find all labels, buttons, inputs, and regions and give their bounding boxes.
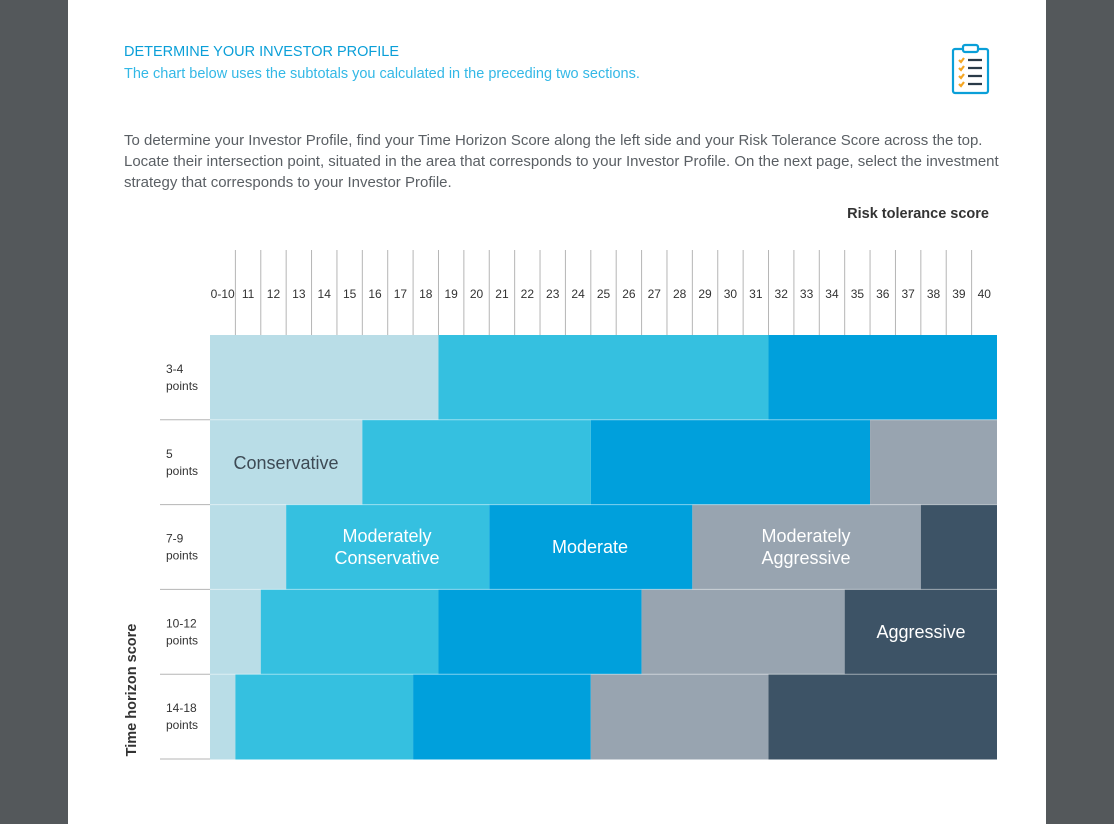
profile-region xyxy=(641,589,845,675)
clipboard-icon xyxy=(951,43,990,95)
profile-region xyxy=(210,504,287,590)
column-label: 18 xyxy=(419,287,433,301)
profile-region xyxy=(590,674,769,760)
row-axis-label: Time horizon score xyxy=(124,624,140,757)
profile-region xyxy=(768,674,997,760)
column-label: 32 xyxy=(775,287,789,301)
column-label: 25 xyxy=(597,287,611,301)
profile-region xyxy=(210,335,439,421)
intro-text: To determine your Investor Profile, find… xyxy=(124,132,999,191)
profile-region xyxy=(692,504,921,590)
column-label: 33 xyxy=(800,287,814,301)
column-label: 24 xyxy=(571,287,585,301)
profile-region xyxy=(210,674,236,760)
column-label: 13 xyxy=(292,287,306,301)
profile-region xyxy=(286,504,490,590)
profile-label: Moderate xyxy=(552,537,628,557)
column-label: 38 xyxy=(927,287,941,301)
profile-label: Conservative xyxy=(334,548,439,568)
column-label: 17 xyxy=(394,287,408,301)
profile-region xyxy=(590,419,871,506)
column-label: 20 xyxy=(470,287,484,301)
column-label: 11 xyxy=(242,287,255,301)
profile-region xyxy=(413,674,591,760)
profile-label: Aggressive xyxy=(761,548,850,568)
column-label: 14 xyxy=(318,287,332,301)
profile-region xyxy=(844,589,997,675)
row-unit: points xyxy=(166,379,198,393)
profile-region xyxy=(489,504,693,590)
profile-label: Moderately xyxy=(342,526,431,546)
column-label: 35 xyxy=(851,287,865,301)
profile-region xyxy=(260,589,439,675)
column-axis-label: Risk tolerance score xyxy=(847,206,989,222)
profile-region xyxy=(438,589,642,675)
column-label: 37 xyxy=(901,287,915,301)
row-unit: points xyxy=(166,633,198,647)
column-label: 27 xyxy=(648,287,662,301)
profile-region xyxy=(920,504,997,590)
column-label: 16 xyxy=(368,287,382,301)
column-label: 31 xyxy=(749,287,763,301)
profile-label: Aggressive xyxy=(876,622,965,642)
column-label: 12 xyxy=(267,287,281,301)
profile-region xyxy=(210,419,363,506)
row-score: 14-18 xyxy=(166,701,197,715)
row-unit: points xyxy=(166,718,198,732)
profile-region xyxy=(210,589,261,675)
title: DETERMINE YOUR INVESTOR PROFILE xyxy=(124,44,400,60)
column-label: 40 xyxy=(978,287,992,301)
profile-label: Moderately xyxy=(761,526,850,546)
row-score: 3-4 xyxy=(166,362,184,376)
column-label: 15 xyxy=(343,287,357,301)
column-label: 0-10 xyxy=(211,287,235,301)
column-label: 21 xyxy=(495,287,509,301)
row-score: 10-12 xyxy=(166,616,197,630)
row-score: 5 xyxy=(166,447,173,461)
column-label: 34 xyxy=(825,287,839,301)
profile-region xyxy=(362,419,591,506)
column-label: 28 xyxy=(673,287,687,301)
column-label: 39 xyxy=(952,287,966,301)
row-score: 7-9 xyxy=(166,532,184,546)
column-label: 36 xyxy=(876,287,890,301)
profile-region xyxy=(870,419,997,506)
subtitle: The chart below uses the subtotals you c… xyxy=(124,66,640,82)
column-label: 26 xyxy=(622,287,636,301)
profile-region xyxy=(438,335,769,421)
column-label: 30 xyxy=(724,287,738,301)
column-label: 29 xyxy=(698,287,712,301)
profile-region xyxy=(235,674,414,760)
profile-label: Conservative xyxy=(233,453,338,473)
row-unit: points xyxy=(166,549,198,563)
row-unit: points xyxy=(166,464,198,478)
column-label: 23 xyxy=(546,287,560,301)
column-label: 19 xyxy=(444,287,458,301)
column-label: 22 xyxy=(521,287,535,301)
profile-region xyxy=(768,335,997,421)
